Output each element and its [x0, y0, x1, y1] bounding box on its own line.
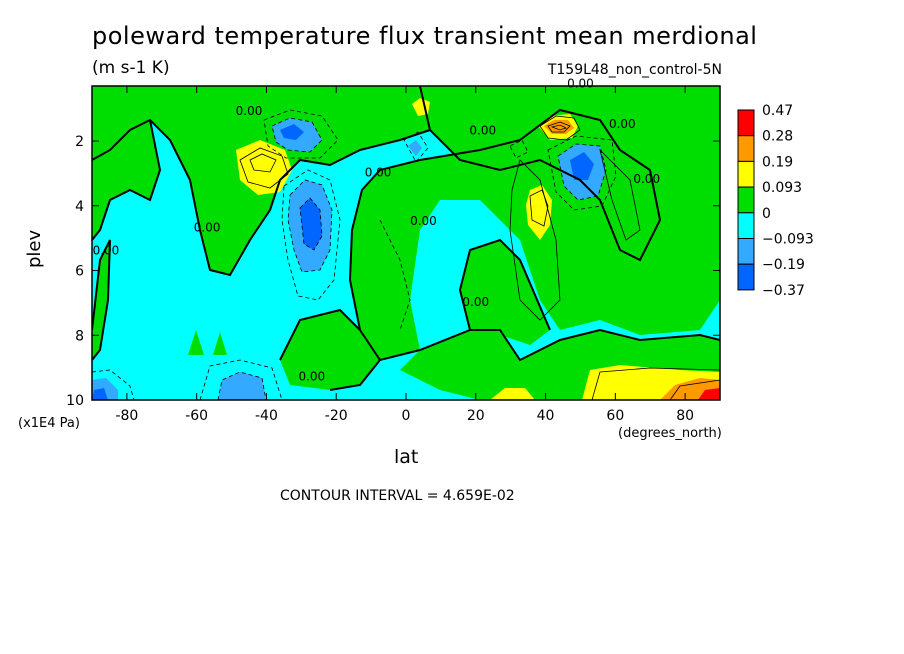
field-lightblue-small	[408, 140, 422, 156]
contour-label: 0.00	[365, 166, 392, 180]
contour-interval: CONTOUR INTERVAL = 4.659E-02	[280, 488, 515, 504]
x-tick-label: 20	[467, 408, 485, 424]
x-tick-label: -40	[255, 408, 278, 424]
contour-label: 0.00	[236, 104, 263, 118]
contour-label: 0.00	[469, 124, 496, 138]
x-axis-units: (degrees_north)	[618, 426, 722, 441]
field-red-polar	[698, 388, 720, 400]
y-axis-units: (x1E4 Pa)	[18, 416, 80, 431]
plot-field	[92, 86, 720, 400]
chart-units: (m s-1 K)	[92, 58, 170, 78]
field-yellow-surface-mid	[490, 388, 535, 400]
colorbar-swatch	[737, 160, 755, 188]
colorbar-label: 0	[762, 206, 771, 222]
field-green-small-1	[188, 330, 204, 355]
x-tick-label: 0	[402, 408, 411, 424]
colorbar-swatch	[737, 186, 755, 214]
x-tick-label: -20	[325, 408, 348, 424]
colorbar-label: −0.093	[762, 232, 814, 248]
x-tick-label: 40	[537, 408, 555, 424]
y-tick-label: 6	[75, 264, 84, 280]
x-tick-label: -60	[185, 408, 208, 424]
field-green-mid-lower	[280, 310, 380, 390]
colorbar-label: 0.19	[762, 154, 793, 170]
contour-label: 0.00	[93, 243, 120, 257]
field-orange-upper	[544, 120, 574, 134]
contour-lines-thin	[239, 115, 720, 400]
colorbar-swatch	[737, 238, 755, 265]
y-tick-label: 2	[75, 134, 84, 150]
field-darkblue-north	[570, 152, 594, 180]
colorbar-label: −0.19	[762, 257, 805, 273]
contour-label: 0.00	[462, 295, 489, 309]
contour-lines	[92, 86, 720, 391]
colorbar-swatch	[737, 212, 755, 240]
dataset-label: T159L48_non_control-5N	[547, 62, 722, 78]
colorbar-label: 0.28	[762, 129, 793, 145]
field-green-east-column	[460, 240, 550, 345]
colorbar: 0.47 0.28 0.19 0.093 0 −0.093 −0.19 −0.37	[737, 103, 814, 299]
x-axis-label: lat	[394, 446, 419, 468]
field-green-small-2	[213, 332, 227, 355]
colorbar-label: −0.37	[762, 283, 805, 299]
x-tick-label: 80	[676, 408, 694, 424]
y-tick-label: 10	[66, 393, 84, 409]
contour-label: 0.00	[410, 214, 437, 228]
chart-title: poleward temperature flux transient mean…	[92, 22, 758, 50]
colorbar-swatch	[737, 135, 755, 162]
field-green-south-mid	[92, 120, 160, 240]
contour-label: 0.00	[298, 370, 325, 384]
contour-label: 0.00	[609, 117, 636, 131]
colorbar-label: 0.093	[762, 180, 802, 196]
colorbar-label: 0.47	[762, 103, 793, 119]
contour-label: 0.00	[633, 172, 660, 186]
y-tick-label: 8	[75, 328, 84, 344]
field-green-west-edge	[92, 240, 110, 360]
contour-lines-negative	[92, 109, 617, 400]
field-darkblue-south-upper	[280, 124, 304, 140]
field-darkblue-south-col	[300, 198, 322, 250]
x-axis: -80 -60 -40 -20 0 20 40 60 80	[115, 86, 694, 424]
contour-label-layer: 0.00 0.00 0.00 0.00 0.00 0.00 0.00 0.00 0.00 0.00…	[93, 77, 660, 384]
field-lightblue-surface-south	[218, 372, 266, 400]
colorbar-swatch	[737, 109, 755, 137]
y-tick-label: 4	[75, 199, 84, 215]
contour-label: 0.00	[567, 77, 594, 91]
field-darkblue-surface-west	[92, 388, 108, 400]
x-tick-label: -80	[115, 408, 138, 424]
colorbar-swatch	[737, 263, 755, 291]
y-axis: 2 4 6 8 10	[66, 134, 720, 409]
x-tick-label: 60	[606, 408, 624, 424]
contour-label: 0.00	[194, 221, 221, 235]
